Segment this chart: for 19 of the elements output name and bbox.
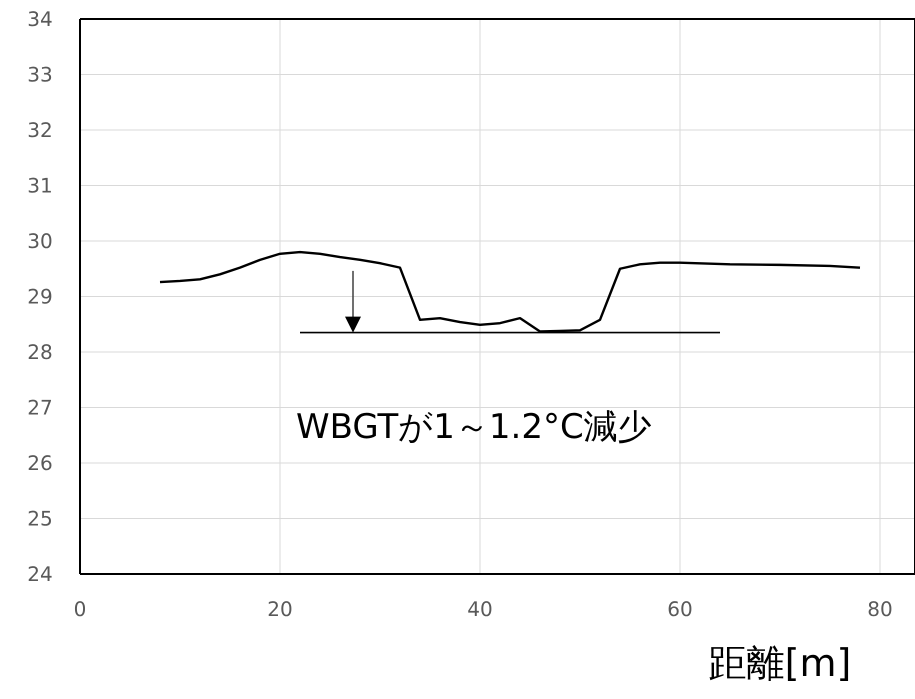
y-tick-label: 30 <box>27 229 53 253</box>
x-tick-label: 0 <box>74 597 86 621</box>
y-tick-label: 24 <box>27 562 53 586</box>
y-tick-label: 32 <box>27 118 53 142</box>
line-series <box>158 250 862 333</box>
x-tick-label: 80 <box>867 597 893 621</box>
y-tick-label: 34 <box>27 7 53 31</box>
y-tick-label: 33 <box>27 62 53 86</box>
y-tick-label: 25 <box>27 506 53 530</box>
y-tick-label: 26 <box>27 451 53 475</box>
y-tick-label: 29 <box>27 284 53 308</box>
x-axis-title: 距離[m] <box>708 641 852 685</box>
x-tick-label: 40 <box>467 597 493 621</box>
annotation: WBGTが1～1.2°C減少 <box>296 407 652 448</box>
y-tick-label: 28 <box>27 340 53 364</box>
x-tick-label: 20 <box>267 597 293 621</box>
y-tick-label: 31 <box>27 174 53 198</box>
y-tick-label: 27 <box>27 396 53 420</box>
x-tick-label: 60 <box>667 597 693 621</box>
